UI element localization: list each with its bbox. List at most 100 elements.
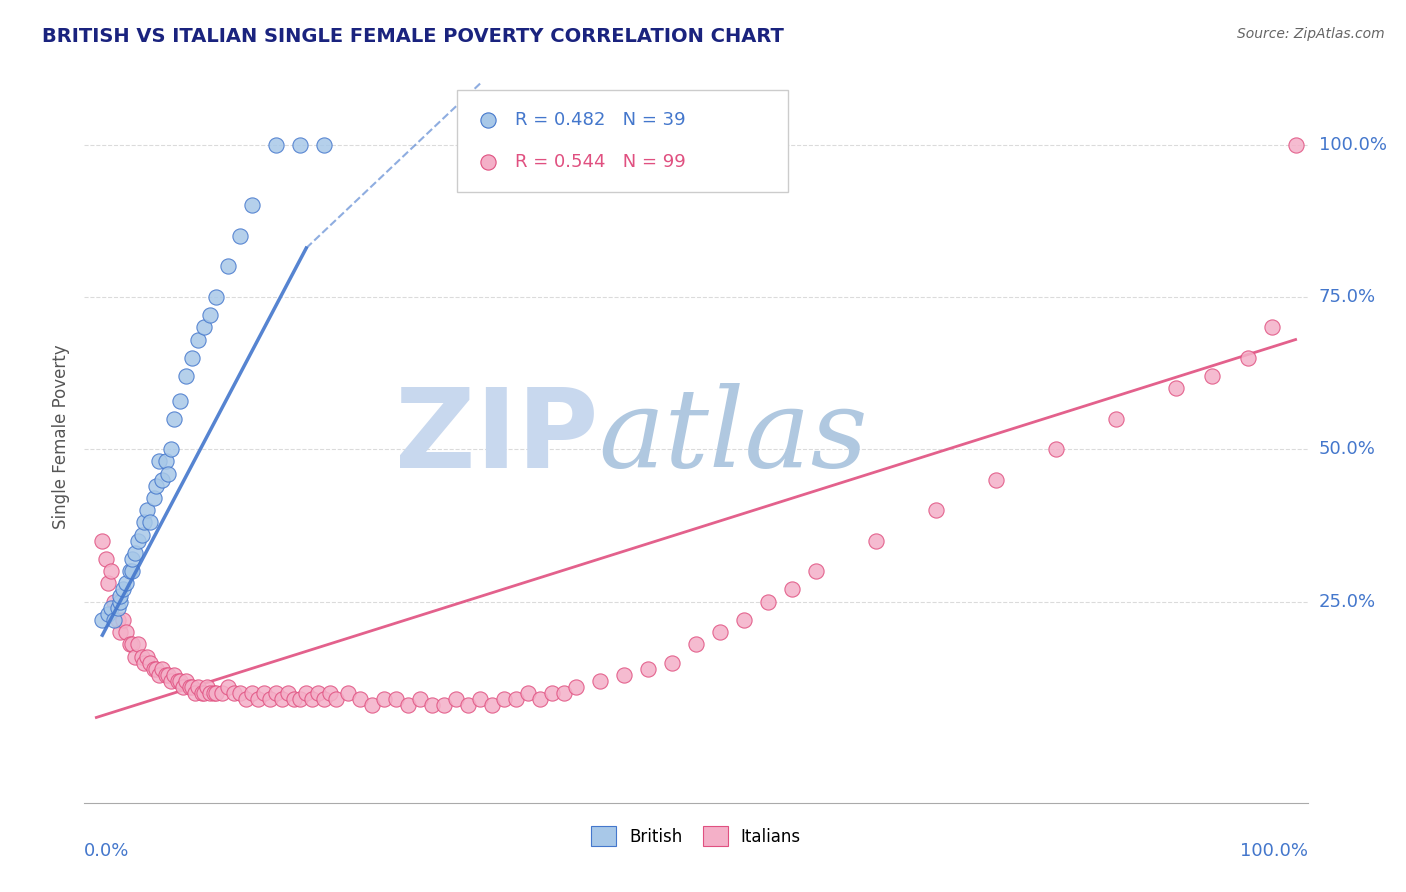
Point [314, 137, 336, 152]
Text: R = 0.482   N = 39: R = 0.482 N = 39 [515, 111, 686, 129]
Point [444, 692, 467, 706]
Point [481, 698, 503, 713]
Point [139, 516, 162, 530]
Point [150, 473, 173, 487]
Point [115, 625, 138, 640]
Point [529, 692, 551, 706]
Point [118, 564, 141, 578]
Point [183, 686, 205, 700]
Point [211, 686, 233, 700]
Point [709, 625, 731, 640]
Point [420, 698, 443, 713]
Point [361, 698, 384, 713]
Point [131, 649, 153, 664]
Point [253, 686, 276, 700]
Point [127, 637, 149, 651]
Point [121, 552, 143, 566]
Point [925, 503, 948, 517]
Point [481, 178, 503, 192]
Point [94, 552, 117, 566]
Point [148, 454, 170, 468]
Point [148, 667, 170, 681]
Point [159, 442, 181, 457]
Point [277, 686, 299, 700]
Point [131, 527, 153, 541]
Point [984, 473, 1007, 487]
Point [103, 594, 125, 608]
Text: ZIP: ZIP [395, 384, 598, 491]
Point [325, 692, 347, 706]
Point [121, 637, 143, 651]
Point [517, 686, 540, 700]
Point [865, 533, 887, 548]
Point [271, 692, 294, 706]
Point [205, 686, 228, 700]
Point [494, 692, 516, 706]
Point [167, 673, 190, 688]
Point [139, 656, 162, 670]
Text: Source: ZipAtlas.com: Source: ZipAtlas.com [1237, 27, 1385, 41]
Point [229, 229, 252, 244]
Point [235, 692, 257, 706]
Point [145, 479, 167, 493]
Point [110, 625, 132, 640]
Point [733, 613, 755, 627]
Point [110, 594, 132, 608]
Point [107, 600, 129, 615]
Point [1260, 320, 1282, 334]
Point [433, 698, 456, 713]
Point [134, 656, 156, 670]
Point [541, 686, 564, 700]
Point [409, 692, 432, 706]
Point [142, 662, 165, 676]
Point [155, 667, 177, 681]
Point [169, 393, 191, 408]
Point [240, 198, 263, 212]
Point [205, 290, 228, 304]
Point [756, 594, 779, 608]
Point [247, 692, 270, 706]
Point [169, 673, 191, 688]
Point [121, 564, 143, 578]
Point [100, 564, 122, 578]
Point [1164, 381, 1187, 395]
Point [200, 686, 222, 700]
Point [155, 454, 177, 468]
Point [804, 564, 827, 578]
Point [283, 692, 305, 706]
Point [127, 533, 149, 548]
Point [193, 686, 215, 700]
Point [100, 600, 122, 615]
Point [373, 692, 395, 706]
Text: 100.0%: 100.0% [1319, 136, 1386, 153]
Point [224, 686, 246, 700]
Point [637, 662, 659, 676]
Text: BRITISH VS ITALIAN SINGLE FEMALE POVERTY CORRELATION CHART: BRITISH VS ITALIAN SINGLE FEMALE POVERTY… [42, 27, 785, 45]
Point [200, 308, 222, 322]
Point [124, 649, 146, 664]
Text: 0.0%: 0.0% [84, 842, 129, 860]
Point [191, 686, 214, 700]
Point [661, 656, 683, 670]
FancyBboxPatch shape [457, 90, 787, 192]
Point [553, 686, 575, 700]
Point [396, 698, 419, 713]
Point [97, 607, 120, 621]
Point [163, 412, 186, 426]
Point [202, 686, 225, 700]
Point [159, 673, 181, 688]
Legend: British, Italians: British, Italians [585, 820, 807, 853]
Point [613, 667, 636, 681]
Text: 50.0%: 50.0% [1319, 441, 1375, 458]
Point [103, 613, 125, 627]
Point [91, 613, 114, 627]
Point [115, 576, 138, 591]
Point [259, 692, 281, 706]
Point [385, 692, 408, 706]
Point [111, 613, 134, 627]
Y-axis label: Single Female Poverty: Single Female Poverty [52, 345, 70, 529]
Point [295, 686, 318, 700]
Point [179, 680, 201, 694]
Point [135, 503, 157, 517]
Point [107, 613, 129, 627]
